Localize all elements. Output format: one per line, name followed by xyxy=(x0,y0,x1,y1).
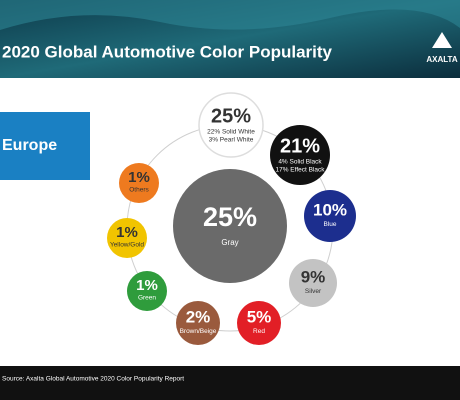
logo-text: AXALTA xyxy=(426,55,457,64)
color-circle xyxy=(198,92,264,158)
color-percent: 1% xyxy=(136,277,158,294)
wave xyxy=(0,0,460,30)
color-circle xyxy=(176,301,220,345)
color-circle xyxy=(237,301,281,345)
color-label: Silver xyxy=(305,288,322,295)
color-percent: 1% xyxy=(128,169,150,186)
color-circle xyxy=(304,190,356,242)
color-label: Brown/Beige xyxy=(180,328,217,335)
logo-mark xyxy=(432,32,452,48)
color-percent: 21% xyxy=(280,135,320,157)
color-label: Yellow/Gold xyxy=(110,241,144,248)
main-label: Gray xyxy=(221,238,238,247)
color-percent: 1% xyxy=(116,224,138,241)
region-box xyxy=(0,112,90,180)
header-title: 2020 Global Automotive Color Popularity xyxy=(2,42,333,61)
region-label: Europe xyxy=(2,137,57,154)
color-circle xyxy=(107,218,147,258)
color-label: 4% Solid Black xyxy=(278,159,322,166)
main-circle xyxy=(173,169,287,283)
footer-source: Source: Axalta Global Automotive 2020 Co… xyxy=(2,376,184,383)
color-percent: 10% xyxy=(313,200,347,219)
color-circle xyxy=(119,163,159,203)
color-circle xyxy=(127,271,167,311)
footer xyxy=(0,366,460,400)
color-percent: 2% xyxy=(186,307,211,326)
color-percent: 5% xyxy=(247,307,272,326)
color-label: Blue xyxy=(323,221,336,228)
color-label: Red xyxy=(253,328,265,335)
color-circle xyxy=(270,125,330,185)
main-percent: 25% xyxy=(203,202,257,232)
color-label: 22% Solid White xyxy=(207,129,255,136)
color-percent: 25% xyxy=(211,105,251,127)
color-circle xyxy=(289,259,337,307)
color-percent: 9% xyxy=(301,267,326,286)
color-label: 3% Pearl White xyxy=(209,137,254,144)
color-label: Green xyxy=(138,294,156,301)
color-label: 17% Effect Black xyxy=(275,167,325,174)
color-label: Others xyxy=(129,186,149,193)
